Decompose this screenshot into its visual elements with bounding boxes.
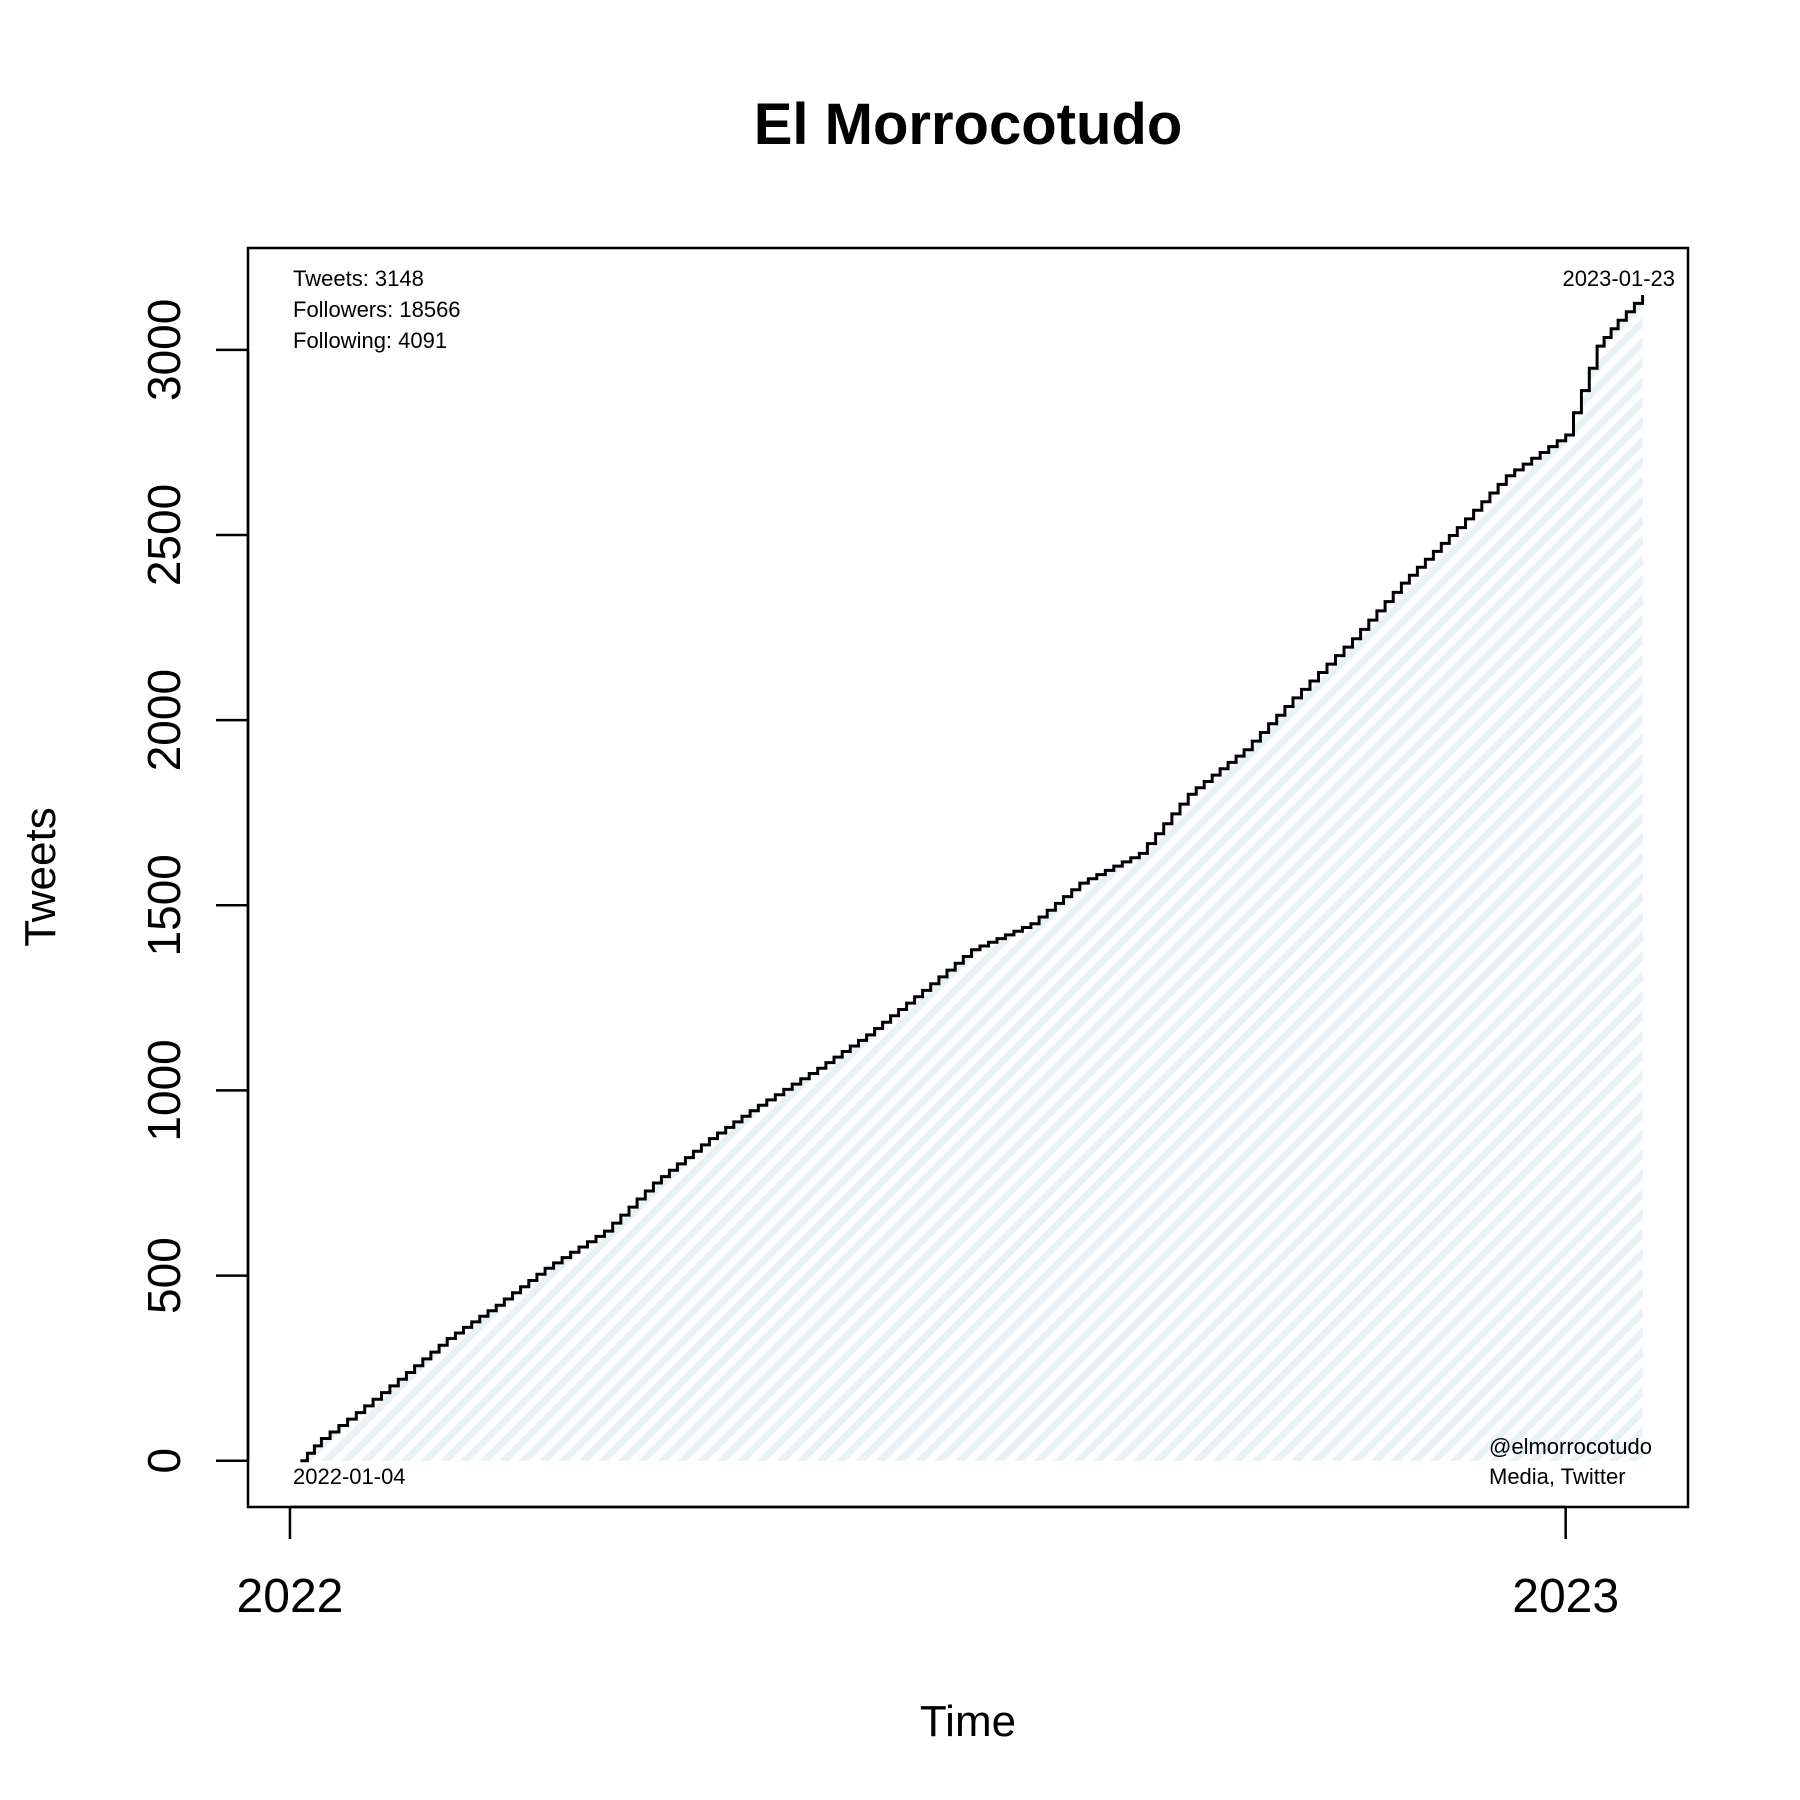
end-date-label: 2023-01-23 xyxy=(1562,266,1675,291)
y-tick-label: 1000 xyxy=(138,1039,190,1141)
x-axis-label: Time xyxy=(920,1697,1016,1746)
credit-handle: @elmorrocotudo xyxy=(1489,1434,1652,1459)
stat-following: Following: 4091 xyxy=(293,328,447,353)
y-tick-label: 0 xyxy=(138,1448,190,1474)
y-tick-label: 500 xyxy=(138,1237,190,1314)
cumulative-tweets-area xyxy=(300,295,1643,1461)
credit-source: Media, Twitter xyxy=(1489,1464,1626,1489)
cumulative-tweets-line xyxy=(300,295,1645,1463)
y-tick-label: 2000 xyxy=(138,669,190,771)
y-tick-label: 1500 xyxy=(138,854,190,956)
y-axis: 0 500 1000 1500 2000 2500 3000 xyxy=(138,299,250,1474)
y-axis-label: Tweets xyxy=(16,807,65,946)
start-date-label: 2022-01-04 xyxy=(293,1464,406,1489)
y-tick-label: 3000 xyxy=(138,299,190,401)
y-tick-label: 2500 xyxy=(138,484,190,586)
stat-tweets: Tweets: 3148 xyxy=(293,266,424,291)
chart-title: El Morrocotudo xyxy=(754,92,1183,157)
x-tick-label: 2023 xyxy=(1512,1570,1619,1623)
stat-followers: Followers: 18566 xyxy=(293,297,461,322)
x-axis: 2022 2023 xyxy=(237,1505,1619,1623)
x-tick-label: 2022 xyxy=(237,1570,344,1623)
